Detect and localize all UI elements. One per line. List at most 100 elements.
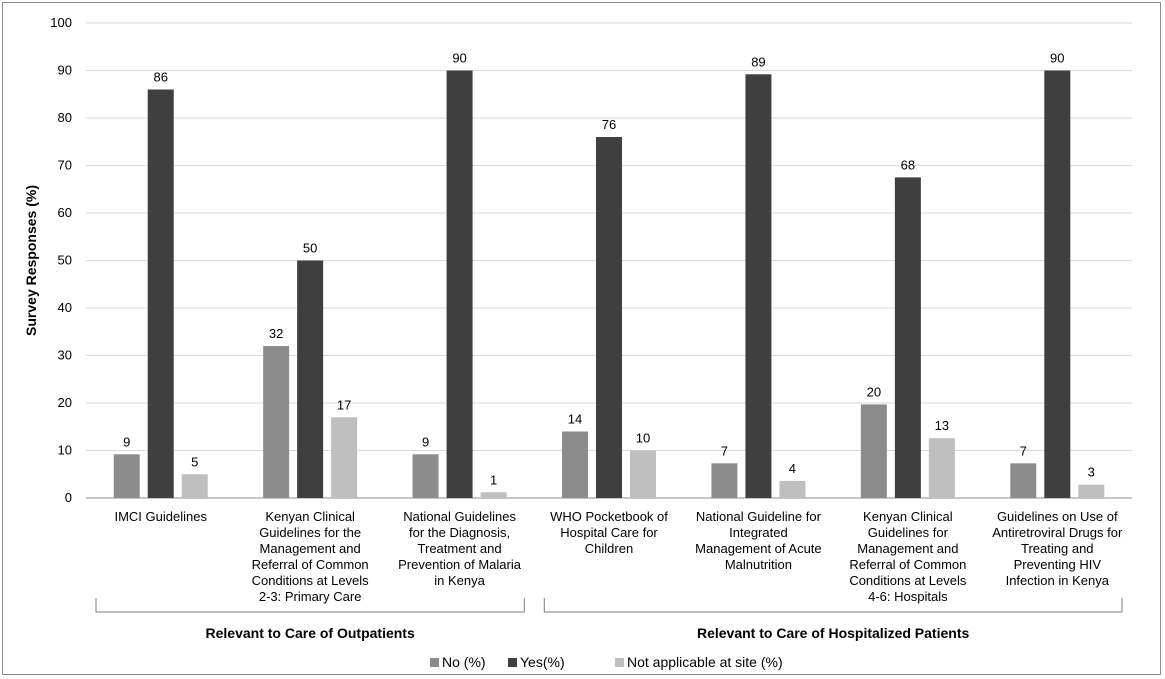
bar [147,89,174,498]
data-label: 7 [1020,443,1027,458]
category-label-line: Referral of Common [252,557,369,572]
bar [113,454,140,498]
data-label: 76 [602,117,616,132]
category-label: IMCI Guidelines [114,509,207,524]
data-label: 7 [721,443,728,458]
y-tick-label: 70 [58,158,72,173]
y-tick-label: 0 [65,490,72,505]
legend-label: No (%) [442,654,486,670]
data-label: 5 [191,454,198,469]
data-label: 50 [303,241,317,256]
legend-swatch [430,658,439,667]
y-tick-label: 20 [58,395,72,410]
category-label-line: National Guidelines [403,509,516,524]
category-label-line: Kenyan Clinical [265,509,355,524]
bar [928,438,955,498]
data-label: 90 [1050,51,1064,66]
category-label-line: 2-3: Primary Care [259,589,362,604]
bar [412,454,439,498]
category-label-line: Integrated [729,525,788,540]
group-label: Relevant to Care of Hospitalized Patient… [697,625,969,641]
category-label-line: Malnutrition [725,557,792,572]
data-label: 4 [789,461,796,476]
data-label: 1 [490,472,497,487]
y-tick-label: 100 [50,15,72,30]
legend: No (%) Yes(%) Not applicable at site (%) [430,654,783,670]
category-label: WHO Pocketbook of Hospital Care for Childr… [550,509,668,556]
y-axis-ticks: 0 10 20 30 40 50 60 70 80 90 100 [50,15,72,505]
data-label: 68 [901,157,915,172]
y-tick-label: 30 [58,348,72,363]
bar [446,70,473,498]
category-label: Guidelines on Use of Antiretroviral Drugs… [992,509,1123,588]
category-label-line: IMCI Guidelines [114,509,207,524]
y-tick-label: 40 [58,300,72,315]
y-tick-label: 10 [58,443,72,458]
category-label-line: Children [585,541,633,556]
data-label: 13 [935,418,949,433]
category-label-line: WHO Pocketbook of [550,509,668,524]
bar [480,492,507,498]
group-label: Relevant to Care of Outpatients [206,625,415,641]
category-label: National Guidelines for the Diagnosis, Tre… [398,509,522,588]
data-label: 90 [452,51,466,66]
y-tick-label: 50 [58,253,72,268]
bar [181,474,208,498]
category-label: National Guideline for Integrated Manageme… [695,509,821,572]
category-label-line: Prevention of Malaria [398,557,522,572]
data-label: 17 [337,397,351,412]
category-labels: IMCI Guidelines Kenyan Clinical Guidelines… [114,509,1122,604]
group-bracket [543,598,1123,613]
data-label: 20 [867,384,881,399]
bar [562,431,588,498]
category-label-line: Referral of Common [849,557,966,572]
bar [894,177,921,498]
category-label-line: Treatment and [418,541,502,556]
category-label: Kenyan Clinical Guidelines for the Managem… [252,509,370,604]
data-label: 10 [636,431,650,446]
legend-label: Not applicable at site (%) [627,654,783,670]
bar [331,417,358,498]
y-tick-label: 80 [58,110,72,125]
category-label-line: for the Diagnosis, [409,525,510,540]
y-tick-label: 60 [58,205,72,220]
category-label-line: Guidelines for the [259,525,361,540]
data-label: 3 [1088,465,1095,480]
bars [113,70,1105,499]
bar [1044,70,1071,498]
bar [779,480,806,498]
bar [596,137,622,498]
category-label-line: in Kenya [434,573,485,588]
category-label-line: Management of Acute [695,541,821,556]
bar [263,346,290,498]
category-label-line: Treating and [1021,541,1094,556]
group-bracket [95,598,525,613]
category-label: Kenyan Clinical Guidelines for Management … [849,509,967,604]
category-label-line: Management and [260,541,361,556]
legend-swatch [615,658,624,667]
category-label-line: Kenyan Clinical [863,509,953,524]
y-tick-label: 90 [58,63,72,78]
bar [711,463,738,498]
category-label-line: Infection in Kenya [1006,573,1110,588]
category-label-line: Antiretroviral Drugs for [992,525,1123,540]
category-label-line: Management and [857,541,958,556]
data-label: 86 [153,70,167,85]
category-label-line: Conditions at Levels [849,573,967,588]
data-labels: 9 32 9 14 7 20 7 86 50 90 76 89 68 90 5 17 1 10 4 13 3 [123,51,1095,488]
bar [1010,463,1037,498]
category-label-line: Guidelines on Use of [997,509,1118,524]
legend-label: Yes(%) [520,654,565,670]
y-axis-label: Survey Responses (%) [23,185,39,336]
category-label-line: Hospital Care for [560,525,658,540]
bar [297,260,324,498]
category-label-line: 4-6: Hospitals [868,589,948,604]
data-label: 14 [568,412,582,427]
data-label: 9 [422,434,429,449]
category-label-line: Preventing HIV [1014,557,1102,572]
data-label: 32 [269,326,283,341]
legend-swatch [508,658,517,667]
bar [1078,484,1105,498]
